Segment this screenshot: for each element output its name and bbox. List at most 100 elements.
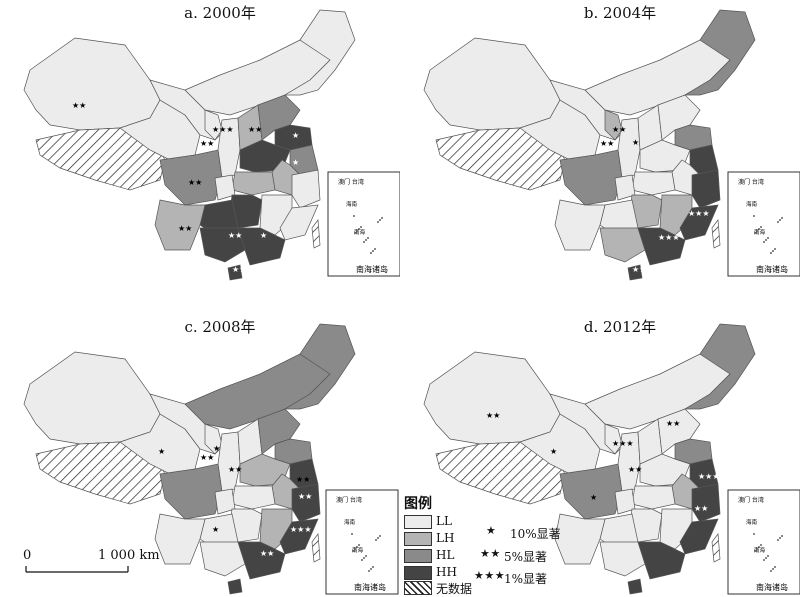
province-guangdong (237, 227, 286, 266)
province-hubei (631, 171, 676, 196)
significance-star-icon: ★★ (232, 265, 246, 274)
significance-star-icon: ★★ (600, 139, 614, 148)
significance-star-icon: ★★ (248, 125, 262, 134)
island-dot (754, 550, 756, 552)
island-dot (758, 228, 760, 230)
island-dot (356, 230, 358, 232)
significance-star-icon: ★★ (188, 178, 202, 187)
significance-star-icon: ★ (590, 493, 597, 502)
province-ningxia (604, 423, 623, 455)
inset-label: 海南 (346, 200, 358, 208)
province-inner_mongolia (584, 34, 731, 116)
scale-bar-line (25, 566, 129, 573)
inset-label: 南海 (354, 228, 366, 236)
province-guangdong (237, 541, 286, 580)
significance-star-icon: ★★ (260, 549, 274, 558)
panel-title: d. 2012年 (583, 318, 657, 336)
significance-star-icon: ★★★ (688, 209, 710, 218)
inset-label: 南海 (754, 228, 766, 236)
island-dot (352, 550, 354, 552)
island-dot (374, 248, 376, 250)
province-tibet (435, 441, 566, 505)
island-dot (760, 226, 762, 228)
island-dot (767, 237, 769, 239)
inset-label: 澳门 台湾 (738, 496, 764, 504)
island-dot (377, 537, 379, 539)
province-guangxi (199, 227, 246, 263)
inset-box (325, 489, 399, 595)
province-tibet (435, 127, 566, 191)
inset-label: 南海 (352, 546, 364, 554)
province-xinjiang (423, 351, 561, 445)
province-xinjiang (423, 37, 561, 131)
island-dot (777, 221, 779, 223)
province-tibet (35, 441, 166, 505)
island-dot (770, 570, 772, 572)
sig-label: 10%显著 (510, 527, 561, 541)
province-taiwan (311, 533, 321, 563)
island-dot (756, 230, 758, 232)
island-dot (375, 539, 377, 541)
inset-label: 南海诸岛 (756, 582, 788, 592)
province-fujian (679, 204, 719, 241)
scale-end-label: 1 000 km (98, 548, 160, 563)
island-dot (365, 555, 367, 557)
province-henan (639, 139, 691, 173)
legend-label: HL (436, 548, 455, 562)
significance-star-icon: ★★ (296, 475, 310, 484)
island-dot (781, 535, 783, 537)
significance-star-icon: ★★ (228, 465, 242, 474)
island-dot (370, 252, 372, 254)
island-dot (370, 568, 372, 570)
legend-title: 图例 (404, 496, 432, 512)
legend-swatch (404, 549, 432, 563)
island-dot (363, 557, 365, 559)
province-yunnan (554, 513, 606, 565)
island-dot (358, 228, 360, 230)
significance-star-icon: ★★ (200, 139, 214, 148)
province-zhejiang (291, 169, 321, 209)
star-icon: ★★★ (474, 569, 506, 582)
province-henan (639, 453, 691, 487)
island-dot (377, 221, 379, 223)
island-dot (354, 548, 356, 550)
significance-star-icon: ★ (260, 231, 267, 240)
island-dot (356, 546, 358, 548)
significance-star-icon: ★★★ (632, 265, 654, 274)
island-dot (753, 215, 755, 217)
province-northeast (283, 9, 356, 96)
legend-label: LL (436, 514, 452, 528)
island-dot (767, 555, 769, 557)
significance-star-icon: ★★ (200, 453, 214, 462)
island-dot (779, 219, 781, 221)
inset-label: 海南 (746, 518, 758, 526)
significance-star-icon: ★ (292, 131, 299, 140)
province-guangdong (637, 227, 686, 266)
island-dot (365, 239, 367, 241)
province-yunnan (154, 199, 206, 251)
island-dot (774, 566, 776, 568)
island-dot (756, 548, 758, 550)
island-dot (763, 241, 765, 243)
scale-start-label: 0 (23, 548, 32, 563)
province-ningxia (604, 109, 623, 141)
significance-star-icon: ★★ (228, 231, 242, 240)
province-hubei (631, 485, 676, 510)
significance-star-icon: ★★ (666, 419, 680, 428)
island-dot (779, 537, 781, 539)
significance-star-icon: ★ (212, 525, 219, 534)
legend-swatch (404, 566, 432, 580)
island-dot (358, 544, 360, 546)
inset-label: 南海诸岛 (356, 264, 388, 274)
island-dot (379, 535, 381, 537)
legend-swatch (404, 515, 432, 529)
province-yunnan (154, 513, 206, 565)
province-hubei (231, 171, 276, 196)
island-dot (372, 566, 374, 568)
province-hainan (627, 578, 643, 595)
province-guangdong (637, 541, 686, 580)
scale-bar: 0 1 000 km (20, 548, 180, 588)
island-dot (770, 252, 772, 254)
